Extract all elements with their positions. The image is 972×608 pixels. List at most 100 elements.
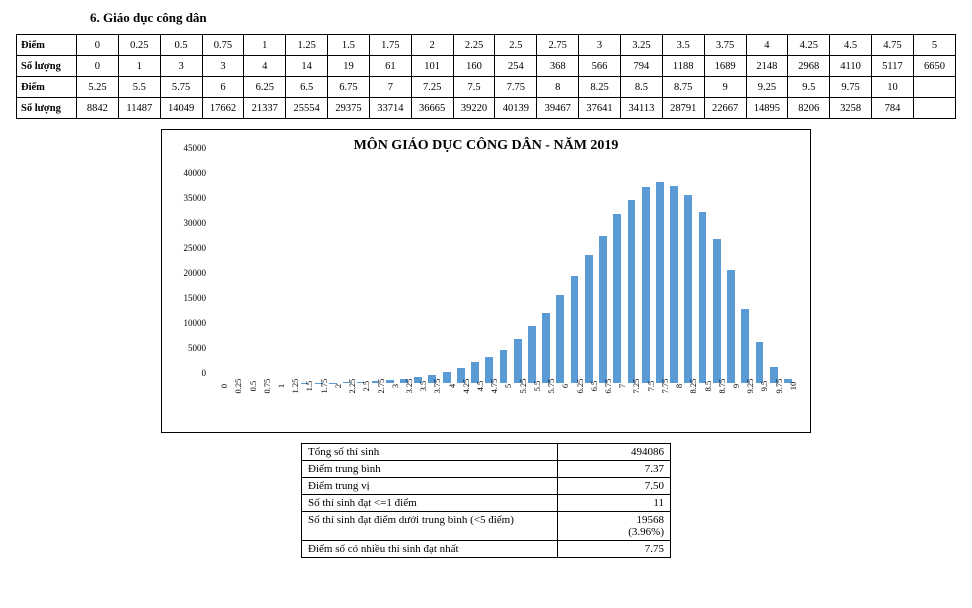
table-cell: 5: [913, 35, 955, 56]
y-tick: 40000: [170, 168, 206, 178]
y-tick: 35000: [170, 193, 206, 203]
bar-slot: [269, 158, 283, 383]
x-tick: 6.75: [596, 383, 610, 428]
table-cell: 17662: [202, 98, 244, 119]
bar: [713, 239, 721, 383]
table-cell: 8.25: [579, 77, 621, 98]
table-cell: 8: [537, 77, 579, 98]
bar-slot: [496, 158, 510, 383]
y-tick: 20000: [170, 268, 206, 278]
bar-slot: [468, 158, 482, 383]
table-cell: 6.25: [244, 77, 286, 98]
bar-slot: [454, 158, 468, 383]
table-cell: 8206: [788, 98, 830, 119]
table-cell: 14049: [160, 98, 202, 119]
table-cell: 2.5: [495, 35, 537, 56]
table-cell: 0.75: [202, 35, 244, 56]
bar-slot: [624, 158, 638, 383]
table-cell: 1.25: [286, 35, 328, 56]
bar-slot: [653, 158, 667, 383]
table-cell: 8.5: [620, 77, 662, 98]
bar: [727, 270, 735, 383]
x-tick: 1: [269, 383, 283, 428]
table-cell: 21337: [244, 98, 286, 119]
table-cell: 7: [369, 77, 411, 98]
x-tick: 7.5: [639, 383, 653, 428]
bar: [684, 195, 692, 383]
row-label: Số lượng: [17, 98, 77, 119]
y-tick: 0: [170, 368, 206, 378]
bar: [500, 350, 508, 383]
summary-label: Điểm trung vị: [302, 478, 558, 495]
x-tick: 9: [724, 383, 738, 428]
y-tick: 25000: [170, 243, 206, 253]
summary-label: Điểm số có nhiều thí sinh đạt nhất: [302, 541, 558, 558]
table-cell: 368: [537, 56, 579, 77]
table-cell: 2968: [788, 56, 830, 77]
x-tick: 7.75: [653, 383, 667, 428]
summary-label: Tổng số thí sinh: [302, 444, 558, 461]
bar: [585, 255, 593, 383]
x-tick: 7.25: [624, 383, 638, 428]
table-cell: 6: [202, 77, 244, 98]
table-cell: 7.5: [453, 77, 495, 98]
summary-value: 7.37: [558, 461, 671, 478]
table-cell: 40139: [495, 98, 537, 119]
chart-container: MÔN GIÁO DỤC CÔNG DÂN - NĂM 2019 0500010…: [161, 129, 811, 433]
bar-slot: [582, 158, 596, 383]
table-cell: 2148: [746, 56, 788, 77]
table-cell: 28791: [662, 98, 704, 119]
chart-area: 0500010000150002000025000300003500040000…: [212, 158, 795, 428]
table-cell: 5.75: [160, 77, 202, 98]
table-cell: 1188: [662, 56, 704, 77]
y-tick: 45000: [170, 143, 206, 153]
bar-slot: [596, 158, 610, 383]
bar-slot: [752, 158, 766, 383]
bar-slot: [667, 158, 681, 383]
y-axis: 0500010000150002000025000300003500040000…: [172, 158, 208, 383]
x-tick: 3.75: [425, 383, 439, 428]
x-tick: 8.5: [695, 383, 709, 428]
chart-title: MÔN GIÁO DỤC CÔNG DÂN - NĂM 2019: [172, 138, 800, 154]
table-cell: 9.75: [830, 77, 872, 98]
bar-slot: [397, 158, 411, 383]
x-tick: 9.25: [738, 383, 752, 428]
x-tick: 0.5: [240, 383, 254, 428]
bar-slot: [681, 158, 695, 383]
table-cell: 5117: [872, 56, 914, 77]
table-cell: 160: [453, 56, 495, 77]
row-label: Điểm: [17, 77, 77, 98]
table-cell: 2.75: [537, 35, 579, 56]
bar-slot: [610, 158, 624, 383]
table-cell: 1.5: [328, 35, 370, 56]
bar-slot: [710, 158, 724, 383]
bar-slot: [212, 158, 226, 383]
x-tick: 0.25: [226, 383, 240, 428]
table-cell: 39467: [537, 98, 579, 119]
table-cell: 22667: [704, 98, 746, 119]
bar: [756, 342, 764, 383]
x-tick: 1.75: [312, 383, 326, 428]
bar-slot: [226, 158, 240, 383]
bar-slot: [695, 158, 709, 383]
y-tick: 5000: [170, 343, 206, 353]
x-tick: 10: [781, 383, 795, 428]
x-tick: 4: [440, 383, 454, 428]
bar: [571, 276, 579, 383]
bar-slot: [539, 158, 553, 383]
table-cell: 2.25: [453, 35, 495, 56]
table-cell: 3.5: [662, 35, 704, 56]
x-tick: 2: [326, 383, 340, 428]
y-tick: 10000: [170, 318, 206, 328]
bar-slot: [425, 158, 439, 383]
table-cell: 9.25: [746, 77, 788, 98]
x-tick: 5.25: [511, 383, 525, 428]
bar-slot: [567, 158, 581, 383]
table-cell: 3.25: [620, 35, 662, 56]
bar-slot: [368, 158, 382, 383]
table-cell: 1: [118, 56, 160, 77]
table-cell: 6650: [913, 56, 955, 77]
table-cell: 3: [579, 35, 621, 56]
table-cell: 1.75: [369, 35, 411, 56]
summary-label: Điểm trung bình: [302, 461, 558, 478]
